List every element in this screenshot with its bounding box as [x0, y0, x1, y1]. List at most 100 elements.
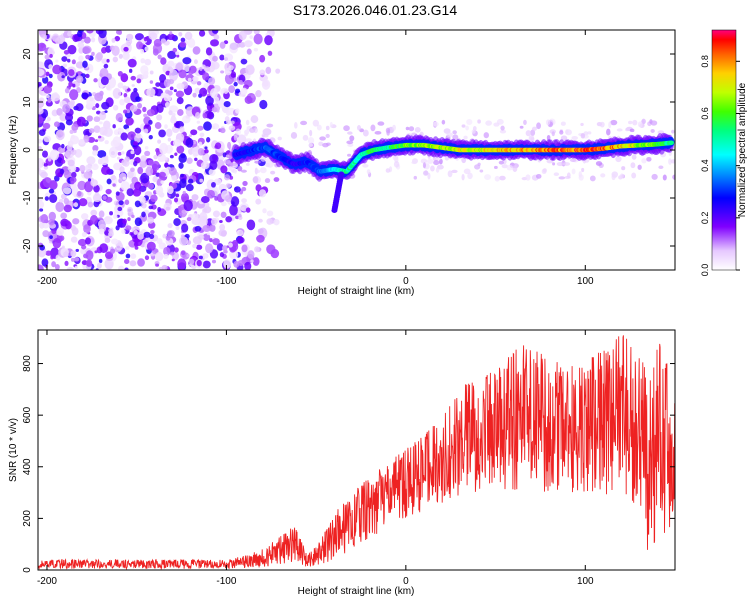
noise-speckle	[125, 253, 131, 259]
noise-speckle	[236, 229, 244, 236]
noise-speckle	[93, 78, 98, 83]
noise-speckle	[54, 37, 61, 45]
noise-speckle	[67, 44, 77, 55]
noise-speckle	[542, 168, 547, 173]
colorbar-ticks: 0.0 0.2 0.4 0.6 0.8	[700, 55, 740, 276]
noise-speckle	[65, 113, 74, 122]
noise-speckle	[67, 31, 72, 37]
noise-speckle	[435, 167, 440, 173]
noise-speckle	[143, 36, 148, 42]
noise-speckle	[43, 135, 52, 143]
noise-speckle	[74, 265, 79, 269]
noise-speckle	[213, 34, 220, 41]
noise-speckle	[641, 158, 647, 164]
noise-speckle	[69, 129, 74, 135]
noise-speckle	[191, 213, 199, 221]
noise-speckle	[198, 141, 203, 147]
noise-speckle	[167, 78, 175, 85]
noise-speckle	[223, 259, 232, 269]
noise-speckle	[224, 195, 232, 203]
noise-speckle	[140, 58, 146, 64]
noise-speckle	[559, 130, 564, 135]
noise-speckle	[196, 120, 201, 124]
noise-speckle	[140, 48, 145, 54]
noise-speckle	[63, 170, 73, 179]
noise-speckle	[69, 185, 79, 196]
noise-speckle	[136, 78, 142, 84]
noise-speckle	[38, 129, 46, 137]
noise-speckle	[111, 38, 116, 43]
noise-speckle	[223, 101, 231, 108]
noise-speckle	[75, 75, 84, 84]
noise-speckle	[160, 180, 165, 185]
noise-speckle	[212, 238, 220, 246]
noise-speckle	[257, 228, 264, 234]
noise-speckle	[420, 158, 428, 164]
noise-speckle	[139, 159, 147, 168]
noise-speckle	[195, 88, 200, 94]
noise-speckle	[71, 227, 79, 236]
noise-speckle	[238, 79, 243, 85]
noise-speckle	[144, 58, 152, 66]
noise-speckle	[104, 196, 113, 203]
noise-speckle	[106, 58, 110, 63]
noise-speckle	[569, 158, 577, 163]
noise-speckle	[165, 128, 173, 137]
noise-speckle	[671, 129, 675, 134]
noise-speckle	[48, 73, 53, 79]
noise-speckle	[451, 169, 458, 174]
noise-speckle	[214, 96, 220, 103]
colorbar-tick-label: 0.0	[700, 264, 710, 277]
noise-speckle	[253, 33, 263, 45]
noise-speckle	[178, 153, 187, 164]
noise-speckle	[115, 191, 120, 196]
noise-speckle	[91, 51, 95, 57]
noise-speckle	[152, 176, 158, 183]
noise-speckle	[198, 255, 203, 260]
noise-speckle	[85, 54, 91, 60]
noise-speckle	[160, 57, 167, 65]
noise-speckle	[138, 195, 146, 204]
noise-speckle	[38, 116, 44, 124]
noise-speckle	[270, 170, 276, 175]
noise-speckle	[309, 129, 313, 137]
noise-speckle	[244, 261, 252, 270]
noise-speckle	[120, 151, 125, 155]
noise-speckle	[176, 96, 184, 105]
noise-speckle	[67, 159, 75, 167]
noise-speckle	[233, 186, 241, 193]
noise-speckle	[556, 161, 564, 167]
noise-speckle	[241, 198, 247, 204]
noise-speckle	[152, 48, 159, 56]
noise-speckle	[209, 224, 216, 232]
snr-ticks: -200 -100 0 100 0 200 400 600 800	[22, 330, 675, 587]
noise-speckle	[318, 141, 324, 147]
noise-speckle	[174, 152, 178, 156]
noise-speckle	[240, 206, 245, 211]
noise-speckle	[199, 87, 208, 97]
noise-speckle	[422, 162, 426, 169]
noise-speckle	[307, 137, 315, 144]
noise-speckle	[38, 167, 41, 172]
noise-speckle	[169, 86, 174, 91]
noise-speckle	[179, 126, 185, 133]
noise-speckle	[630, 162, 636, 169]
noise-speckle	[261, 134, 269, 138]
noise-speckle	[273, 177, 280, 182]
noise-speckle	[169, 154, 174, 159]
noise-speckle	[625, 127, 629, 132]
noise-speckle	[117, 206, 123, 212]
noise-speckle	[100, 156, 109, 166]
noise-speckle	[506, 164, 514, 171]
noise-speckle	[129, 260, 137, 267]
noise-speckle	[500, 125, 505, 131]
noise-speckle	[501, 164, 508, 169]
noise-speckle	[123, 96, 131, 104]
noise-speckle	[175, 51, 180, 56]
noise-speckle	[80, 248, 86, 255]
noise-speckle	[123, 92, 128, 98]
noise-speckle	[86, 156, 96, 165]
noise-speckle	[452, 134, 459, 140]
noise-speckle	[240, 58, 248, 65]
